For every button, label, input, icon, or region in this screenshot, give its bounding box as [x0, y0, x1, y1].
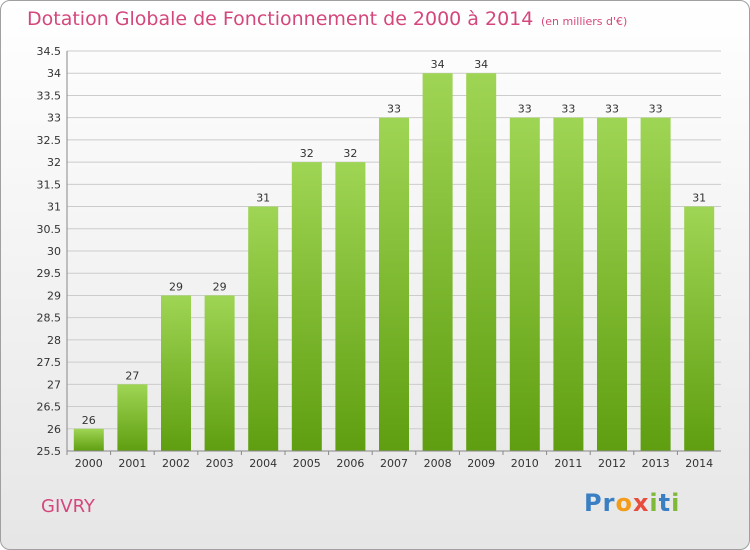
y-tick-label: 31.5 [37, 178, 62, 191]
bars: 26 27 29 29 31 32 32 33 34 34 33 33 33 33 31 [73, 58, 715, 452]
y-tick-label: 25.5 [37, 445, 62, 458]
x-tick-label: 2012 [598, 457, 626, 470]
y-tick-label: 28.5 [37, 312, 62, 325]
x-tick-label: 2007 [380, 457, 408, 470]
x-tick-label: 2013 [642, 457, 670, 470]
bar [379, 117, 409, 452]
y-tick-label: 26 [47, 423, 61, 436]
bar [335, 162, 366, 451]
logo-letter: x [632, 489, 650, 517]
y-tick-label: 33.5 [37, 89, 62, 102]
y-tick-label: 27 [47, 378, 61, 391]
bar [684, 206, 715, 451]
x-tick-label: 2011 [554, 457, 582, 470]
x-tick-label: 2014 [685, 457, 713, 470]
y-tick-label: 26.5 [37, 401, 62, 414]
value-label: 29 [213, 280, 227, 293]
bar [466, 73, 497, 451]
place-name: GIVRY [41, 496, 95, 517]
y-tick-label: 34 [47, 67, 61, 80]
value-label: 33 [561, 103, 575, 116]
y-tick-label: 32 [47, 156, 61, 169]
y-tick-label: 29 [47, 289, 61, 302]
y-tick-label: 30 [47, 245, 61, 258]
x-tick-label: 2009 [467, 457, 495, 470]
x-tick-label: 2005 [293, 457, 321, 470]
bar [117, 384, 148, 451]
bar [204, 295, 235, 451]
y-tick-label: 32.5 [37, 134, 62, 147]
x-tick-label: 2006 [336, 457, 364, 470]
y-tick-label: 29.5 [37, 267, 62, 280]
logo-letter: i [671, 489, 681, 517]
bar [161, 295, 191, 451]
value-label: 31 [256, 192, 270, 205]
y-tick-label: 33 [47, 112, 61, 125]
value-label: 33 [518, 103, 532, 116]
value-label: 32 [300, 147, 314, 160]
y-tick-label: 31 [47, 201, 61, 214]
value-label: 31 [692, 192, 706, 205]
x-tick-label: 2008 [424, 457, 452, 470]
y-tick-label: 28 [47, 334, 61, 347]
logo-letter: P [584, 489, 603, 517]
x-tick-label: 2000 [75, 457, 103, 470]
value-label: 34 [431, 58, 445, 71]
proxiti-logo: Proxiti [584, 489, 680, 517]
y-axis-ticks: 25.5 26 26.5 27 27.5 28 28.5 29 29.5 30 30.5 31 31.5… [37, 45, 62, 458]
axes [66, 51, 721, 452]
logo-letter: i [649, 489, 659, 517]
value-label: 33 [605, 103, 619, 116]
chart-title: Dotation Globale de Fonctionnement de 20… [27, 8, 534, 30]
value-label: 34 [474, 58, 488, 71]
y-tick-label: 34.5 [37, 45, 62, 58]
x-tick-label: 2002 [162, 457, 190, 470]
bar [640, 117, 671, 452]
y-tick-label: 27.5 [37, 356, 62, 369]
x-tick-label: 2003 [206, 457, 234, 470]
x-axis-ticks: 2000 2001 2002 2003 2004 2005 2006 2007 2008 2009… [66, 451, 713, 470]
value-label: 29 [169, 280, 183, 293]
value-label: 32 [343, 147, 357, 160]
value-label: 26 [82, 414, 96, 427]
logo-letter: o [615, 489, 633, 517]
x-tick-label: 2004 [249, 457, 277, 470]
value-label: 27 [125, 369, 139, 382]
value-label: 33 [387, 103, 401, 116]
x-tick-label: 2001 [118, 457, 146, 470]
bar [553, 117, 584, 452]
bar [248, 206, 279, 451]
chart-subtitle: (en milliers d'€) [541, 15, 628, 28]
logo-letter: r [602, 489, 616, 517]
logo-letter: t [658, 489, 672, 517]
value-label: 33 [649, 103, 663, 116]
x-tick-label: 2010 [511, 457, 539, 470]
bar [422, 73, 453, 451]
bar [73, 428, 104, 451]
y-tick-label: 30.5 [37, 223, 62, 236]
bar [291, 162, 322, 451]
bar [597, 117, 627, 452]
bar [509, 117, 540, 452]
